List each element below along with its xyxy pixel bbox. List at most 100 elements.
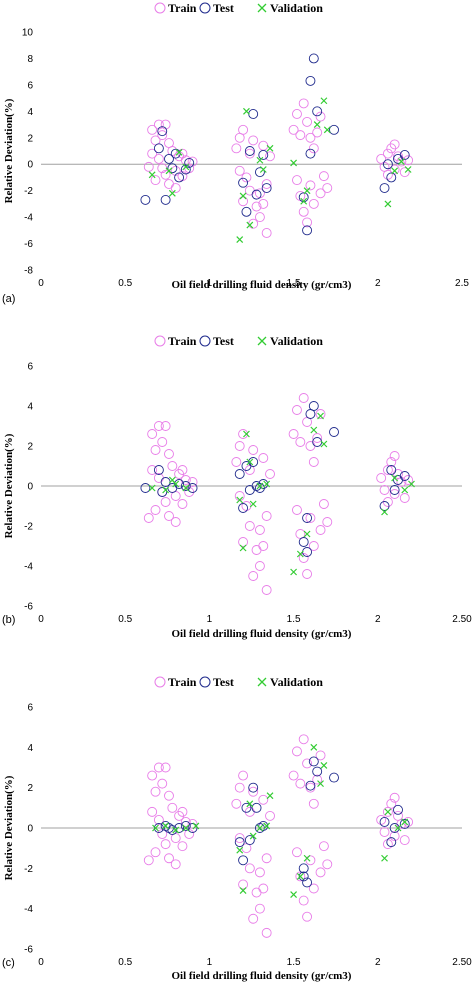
data-point-validation (317, 412, 324, 420)
data-point-train (153, 762, 164, 773)
x-tick-label: 2.5 (455, 278, 469, 289)
data-point-train (150, 175, 161, 186)
data-point-train (143, 513, 154, 523)
data-point-train (261, 853, 272, 864)
data-point-train (302, 758, 313, 769)
data-point-train (147, 770, 158, 781)
data-point-validation (168, 189, 176, 197)
data-point-train (160, 119, 171, 130)
data-point-test (244, 485, 255, 495)
data-point-train (248, 135, 259, 146)
data-point-train (298, 393, 309, 403)
data-point-train (153, 814, 164, 825)
data-point-test (312, 106, 323, 117)
data-point-validation (401, 486, 409, 494)
data-point-train (382, 169, 393, 180)
data-point-train (298, 98, 309, 109)
data-point-validation (394, 824, 402, 832)
data-point-test (248, 782, 259, 793)
data-point-test (234, 837, 245, 848)
x-tick-label: 0.5 (118, 957, 132, 968)
data-point-test (399, 150, 410, 160)
data-point-train (403, 817, 414, 827)
data-point-train (177, 806, 188, 817)
data-point-test (248, 457, 259, 467)
data-point-train (382, 497, 393, 507)
data-point-test (393, 475, 403, 485)
data-point-train (234, 165, 245, 176)
data-point-validation (290, 159, 298, 167)
data-point-test (153, 465, 164, 475)
data-point-train (399, 167, 410, 178)
data-point-validation (384, 808, 392, 816)
y-tick-label: -4 (24, 562, 33, 573)
legend-label-train: Train (168, 334, 197, 348)
data-point-test (241, 802, 252, 813)
data-point-test (305, 780, 316, 791)
data-point-train (265, 151, 275, 162)
x-tick-label: 1.5 (287, 278, 301, 289)
data-point-train (376, 473, 387, 483)
data-point-validation (310, 743, 318, 751)
data-point-train (396, 477, 407, 487)
data-point-test (399, 471, 410, 481)
x-tick-label: 0.5 (118, 278, 132, 289)
data-point-train (292, 109, 302, 119)
data-point-train (382, 148, 393, 159)
data-point-test (389, 823, 400, 833)
data-point-test (386, 465, 397, 475)
data-point-test (382, 159, 393, 170)
data-point-train (315, 188, 326, 199)
data-point-train (244, 148, 255, 159)
data-point-test (379, 501, 390, 511)
data-point-validation (303, 854, 311, 862)
data-point-train (318, 171, 329, 182)
data-point-validation (401, 818, 409, 826)
legend-marker-test (199, 676, 211, 688)
y-tick-label: -6 (24, 239, 33, 250)
data-point-train (261, 228, 272, 238)
data-point-test (261, 183, 272, 193)
data-point-validation (263, 822, 271, 830)
data-point-train (234, 491, 245, 501)
data-point-train (389, 831, 400, 842)
panel-label: (c) (2, 957, 15, 969)
data-point-test (258, 821, 269, 831)
data-point-validation (239, 192, 247, 200)
data-point-validation (256, 482, 264, 490)
data-point-validation (236, 846, 244, 854)
data-point-train (322, 183, 333, 193)
data-point-validation (391, 474, 399, 482)
legend-marker-test (199, 2, 211, 14)
data-point-test (399, 819, 410, 829)
data-point-train (403, 155, 414, 166)
y-tick-label: 6 (27, 362, 33, 373)
data-point-validation (320, 762, 328, 769)
data-point-train (234, 833, 245, 844)
y-tick-label: 6 (27, 703, 33, 714)
series-validation (148, 97, 412, 244)
y-tick-label: 0 (27, 824, 33, 835)
data-point-train (302, 116, 313, 127)
data-point-test (174, 479, 185, 489)
data-point-train (234, 782, 245, 793)
x-tick-label: 0 (38, 278, 44, 289)
data-point-train (389, 139, 400, 150)
data-point-train (160, 839, 171, 850)
data-point-train (261, 511, 272, 521)
data-point-test (167, 163, 178, 174)
data-point-train (254, 525, 265, 535)
data-point-validation (317, 780, 324, 788)
data-point-validation (290, 891, 298, 898)
data-point-train (153, 153, 164, 164)
data-point-train (244, 806, 255, 817)
data-point-test (298, 871, 309, 882)
data-point-train (258, 140, 269, 151)
data-point-train (231, 143, 242, 154)
data-point-train (302, 911, 313, 922)
data-point-validation (192, 822, 200, 830)
data-point-train (167, 802, 178, 813)
data-point-validation (162, 822, 170, 830)
data-point-train (292, 746, 302, 757)
data-point-test (298, 537, 309, 547)
